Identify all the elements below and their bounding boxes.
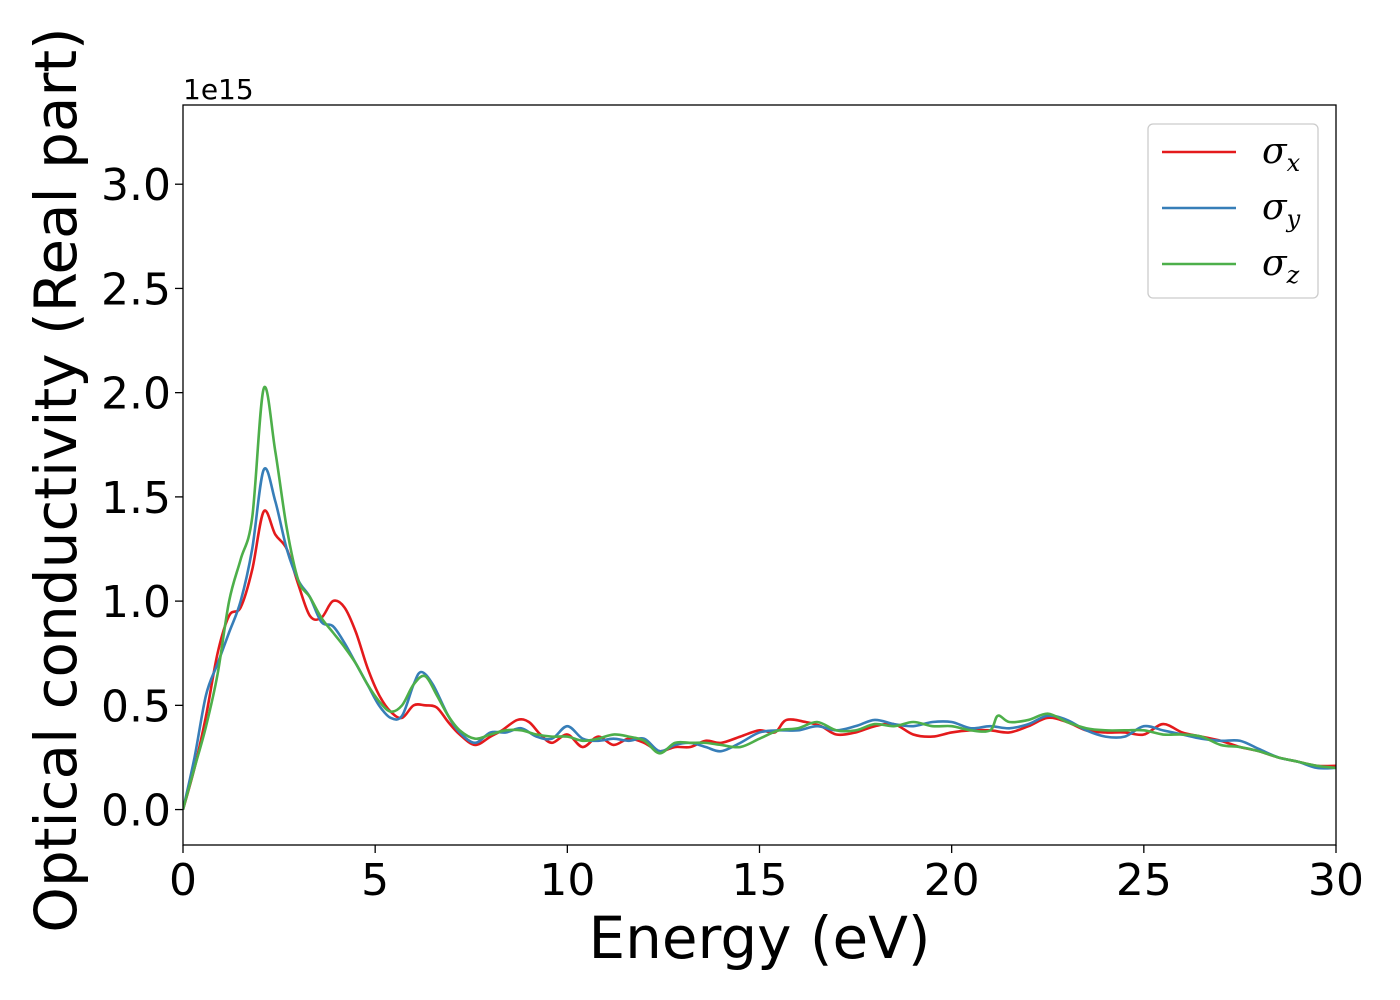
y-axis-ticks: 0.0 0.5 1.0 1.5 2.0 2.5 3.0 — [101, 160, 183, 837]
y-tick-label: 0.0 — [101, 786, 171, 837]
x-tick-label: 5 — [361, 855, 389, 906]
legend-label-y: σy — [1262, 187, 1301, 233]
y-tick-label: 2.0 — [101, 369, 171, 420]
y-tick-label: 2.5 — [101, 264, 171, 315]
legend-label-base: σ — [1262, 131, 1288, 172]
x-tick-label: 20 — [924, 855, 980, 906]
x-axis-label: Energy (eV) — [588, 904, 930, 972]
legend-label-subscript: y — [1286, 205, 1301, 233]
y-axis-label: Optical conductivity (Real part) — [22, 27, 90, 932]
series-layer — [183, 385, 1336, 810]
y-tick-label: 1.5 — [101, 473, 171, 524]
legend-label-subscript: x — [1287, 149, 1301, 177]
series-line-x — [183, 509, 1336, 810]
legend-label-x: σx — [1262, 131, 1301, 177]
legend-label-z: σz — [1262, 243, 1300, 289]
legend-label-base: σ — [1262, 243, 1288, 284]
y-tick-label: 3.0 — [101, 160, 171, 211]
x-axis-ticks: 0 5 10 15 20 25 30 — [169, 845, 1364, 906]
y-axis-offset-text: 1e15 — [183, 73, 254, 106]
x-tick-label: 25 — [1116, 855, 1172, 906]
series-line-y — [183, 466, 1336, 810]
y-tick-label: 1.0 — [101, 577, 171, 628]
series-line-z — [183, 385, 1336, 810]
x-tick-label: 15 — [732, 855, 788, 906]
x-tick-label: 0 — [169, 855, 197, 906]
legend-label-subscript: z — [1286, 261, 1300, 289]
legend-label-base: σ — [1262, 187, 1288, 228]
x-tick-label: 10 — [539, 855, 595, 906]
x-tick-label: 30 — [1308, 855, 1364, 906]
y-tick-label: 0.5 — [101, 681, 171, 732]
legend-box — [1147, 123, 1319, 299]
